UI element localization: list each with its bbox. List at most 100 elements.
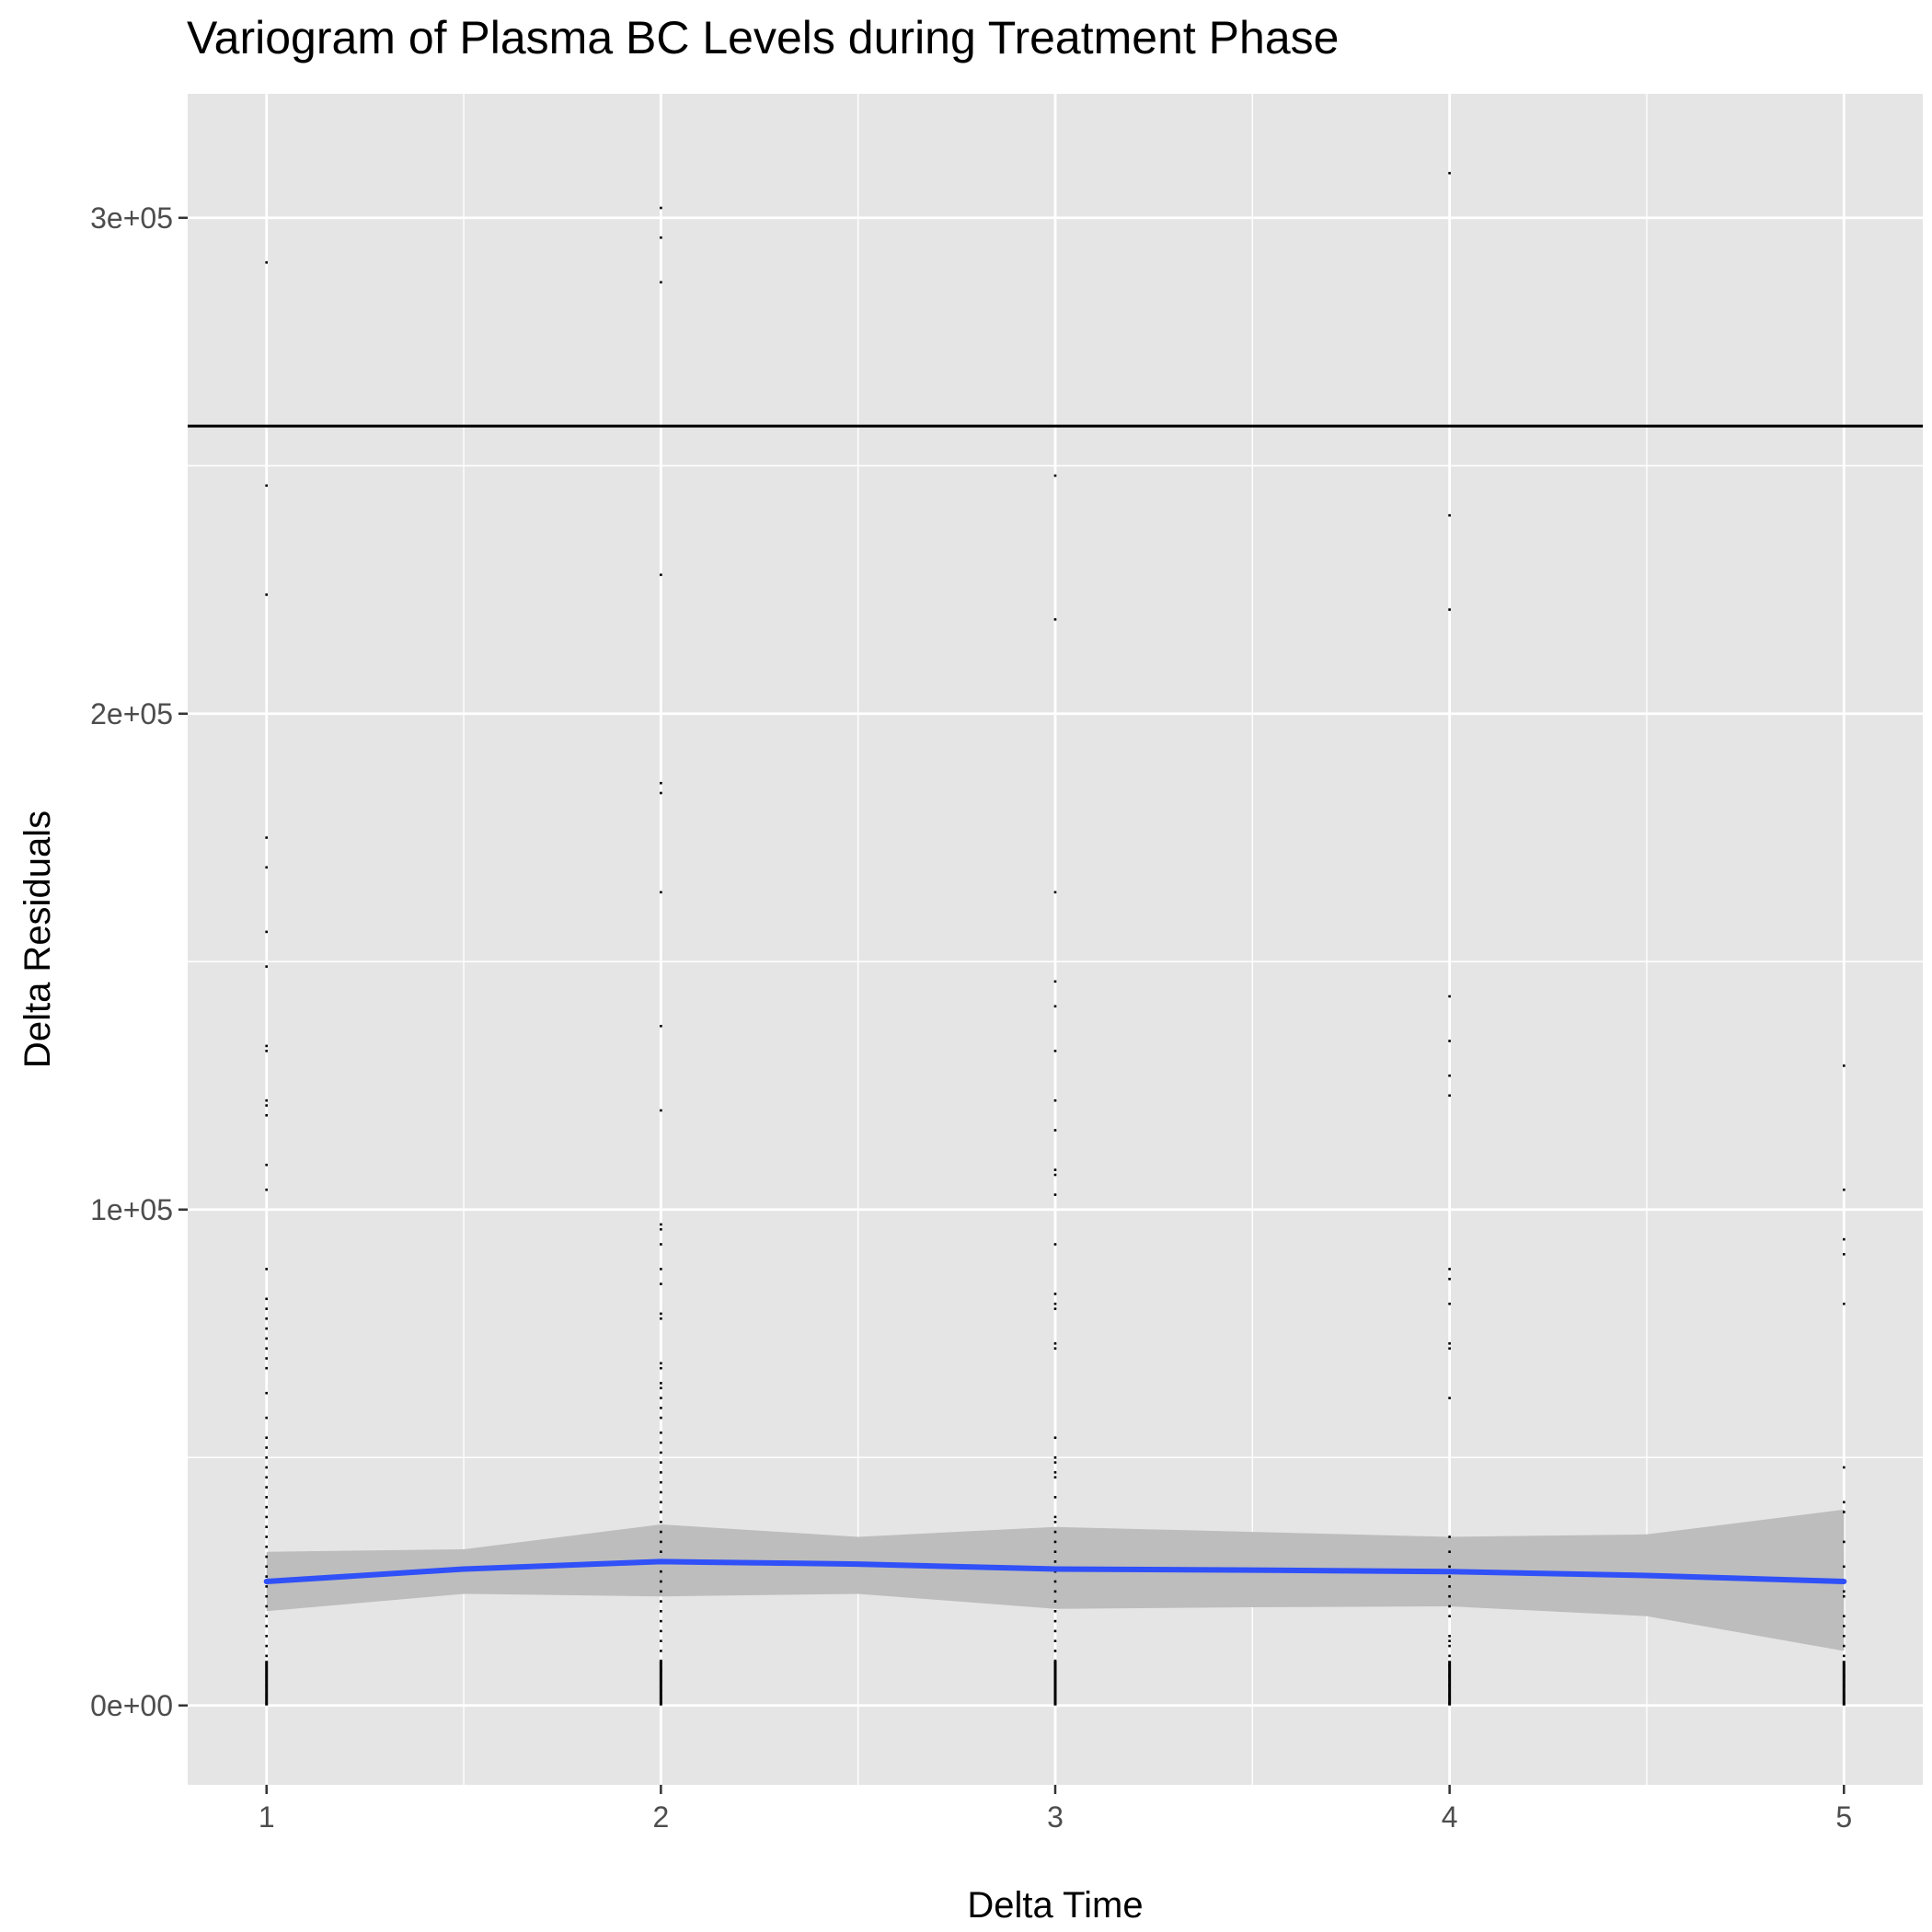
data-point	[660, 1471, 662, 1474]
data-point	[265, 1505, 268, 1509]
data-point	[1053, 1590, 1057, 1593]
data-point	[1843, 1064, 1846, 1067]
data-point	[660, 1243, 662, 1246]
data-point	[1053, 1629, 1057, 1633]
y-tick-label: 1e+05	[90, 1193, 173, 1226]
data-point	[1843, 1501, 1846, 1504]
data-point	[265, 1476, 268, 1479]
data-point	[265, 1436, 268, 1439]
data-point	[265, 930, 268, 934]
data-point	[265, 1555, 268, 1558]
y-tick-label: 0e+00	[90, 1689, 173, 1722]
data-point	[1843, 1302, 1846, 1305]
data-point	[1448, 1397, 1451, 1399]
data-point	[265, 1337, 268, 1340]
data-point	[1448, 171, 1451, 175]
data-point	[1843, 1565, 1846, 1569]
data-point	[660, 1228, 662, 1231]
data-point	[1053, 1193, 1057, 1196]
data-point	[265, 1466, 268, 1469]
data-point	[1053, 1243, 1057, 1246]
data-point	[1053, 1580, 1057, 1583]
y-axis: 0e+00 1e+05 2e+05 3e+05	[90, 201, 188, 1722]
data-point	[1448, 1635, 1451, 1638]
data-point	[265, 1163, 268, 1167]
data-point	[1448, 608, 1451, 611]
data-point	[1053, 1005, 1057, 1008]
data-point	[1053, 1515, 1057, 1519]
data-point	[660, 1650, 662, 1652]
data-point	[1448, 995, 1451, 998]
data-point	[660, 1317, 662, 1320]
data-point	[1053, 1098, 1057, 1102]
data-point	[1053, 1307, 1057, 1310]
data-point	[265, 1515, 268, 1519]
data-point	[1448, 1074, 1451, 1077]
data-point	[660, 1416, 662, 1420]
data-point	[1053, 1456, 1057, 1459]
data-point	[660, 1521, 662, 1524]
data-point	[1448, 1550, 1451, 1553]
x-tick-label: 1	[259, 1800, 275, 1834]
data-point	[1448, 1585, 1451, 1588]
data-point	[265, 1297, 268, 1301]
data-point	[1053, 1173, 1057, 1177]
major-gridlines	[188, 94, 1923, 1785]
data-point	[265, 866, 268, 869]
data-point	[1843, 1615, 1846, 1617]
data-point	[1053, 1302, 1057, 1305]
smooth-line	[263, 1558, 1847, 1584]
data-point	[265, 1565, 268, 1569]
data-point	[1843, 1594, 1846, 1598]
data-point	[265, 965, 268, 968]
data-point	[660, 1432, 662, 1434]
x-axis: 1 2 3 4 5	[259, 1785, 1852, 1834]
data-point	[1053, 1650, 1057, 1652]
data-point	[1448, 1268, 1451, 1271]
data-point	[1843, 1237, 1846, 1241]
data-point	[1053, 1461, 1057, 1464]
x-tick-label: 4	[1442, 1800, 1458, 1834]
data-point	[1053, 1530, 1057, 1534]
y-tick-label: 3e+05	[90, 201, 173, 235]
data-point	[265, 1357, 268, 1360]
data-point	[1448, 1565, 1451, 1569]
data-point	[1053, 474, 1057, 477]
data-point	[660, 1362, 662, 1365]
data-point	[265, 1347, 268, 1350]
x-tick-label: 3	[1047, 1800, 1064, 1834]
data-point	[1843, 1511, 1846, 1513]
data-point	[265, 1575, 268, 1578]
data-point	[265, 1604, 268, 1608]
data-point	[265, 1446, 268, 1449]
data-point	[265, 593, 268, 596]
data-point	[265, 1644, 268, 1648]
data-point	[1448, 1342, 1451, 1345]
data-point	[660, 1511, 662, 1513]
data-point	[265, 1188, 268, 1191]
data-point	[660, 1312, 662, 1316]
data-point	[660, 791, 662, 795]
data-point	[660, 1223, 662, 1226]
x-tick-label: 2	[652, 1800, 669, 1834]
data-point	[660, 573, 662, 577]
data-point	[660, 1461, 662, 1464]
data-point	[265, 1496, 268, 1499]
data-point	[265, 1615, 268, 1617]
data-point	[660, 1366, 662, 1370]
data-point	[660, 1540, 662, 1544]
data-point	[1053, 980, 1057, 983]
data-point	[265, 1585, 268, 1588]
data-point	[1053, 1560, 1057, 1563]
data-point	[265, 1635, 268, 1638]
data-point	[1843, 1188, 1846, 1191]
data-point	[1053, 1496, 1057, 1499]
data-point	[265, 1654, 268, 1658]
y-tick-label: 2e+05	[90, 697, 173, 730]
data-point	[265, 261, 268, 264]
data-point	[1053, 1550, 1057, 1553]
data-point	[660, 1610, 662, 1613]
data-point	[265, 1307, 268, 1310]
data-point	[1053, 1050, 1057, 1052]
data-point	[1448, 1575, 1451, 1578]
